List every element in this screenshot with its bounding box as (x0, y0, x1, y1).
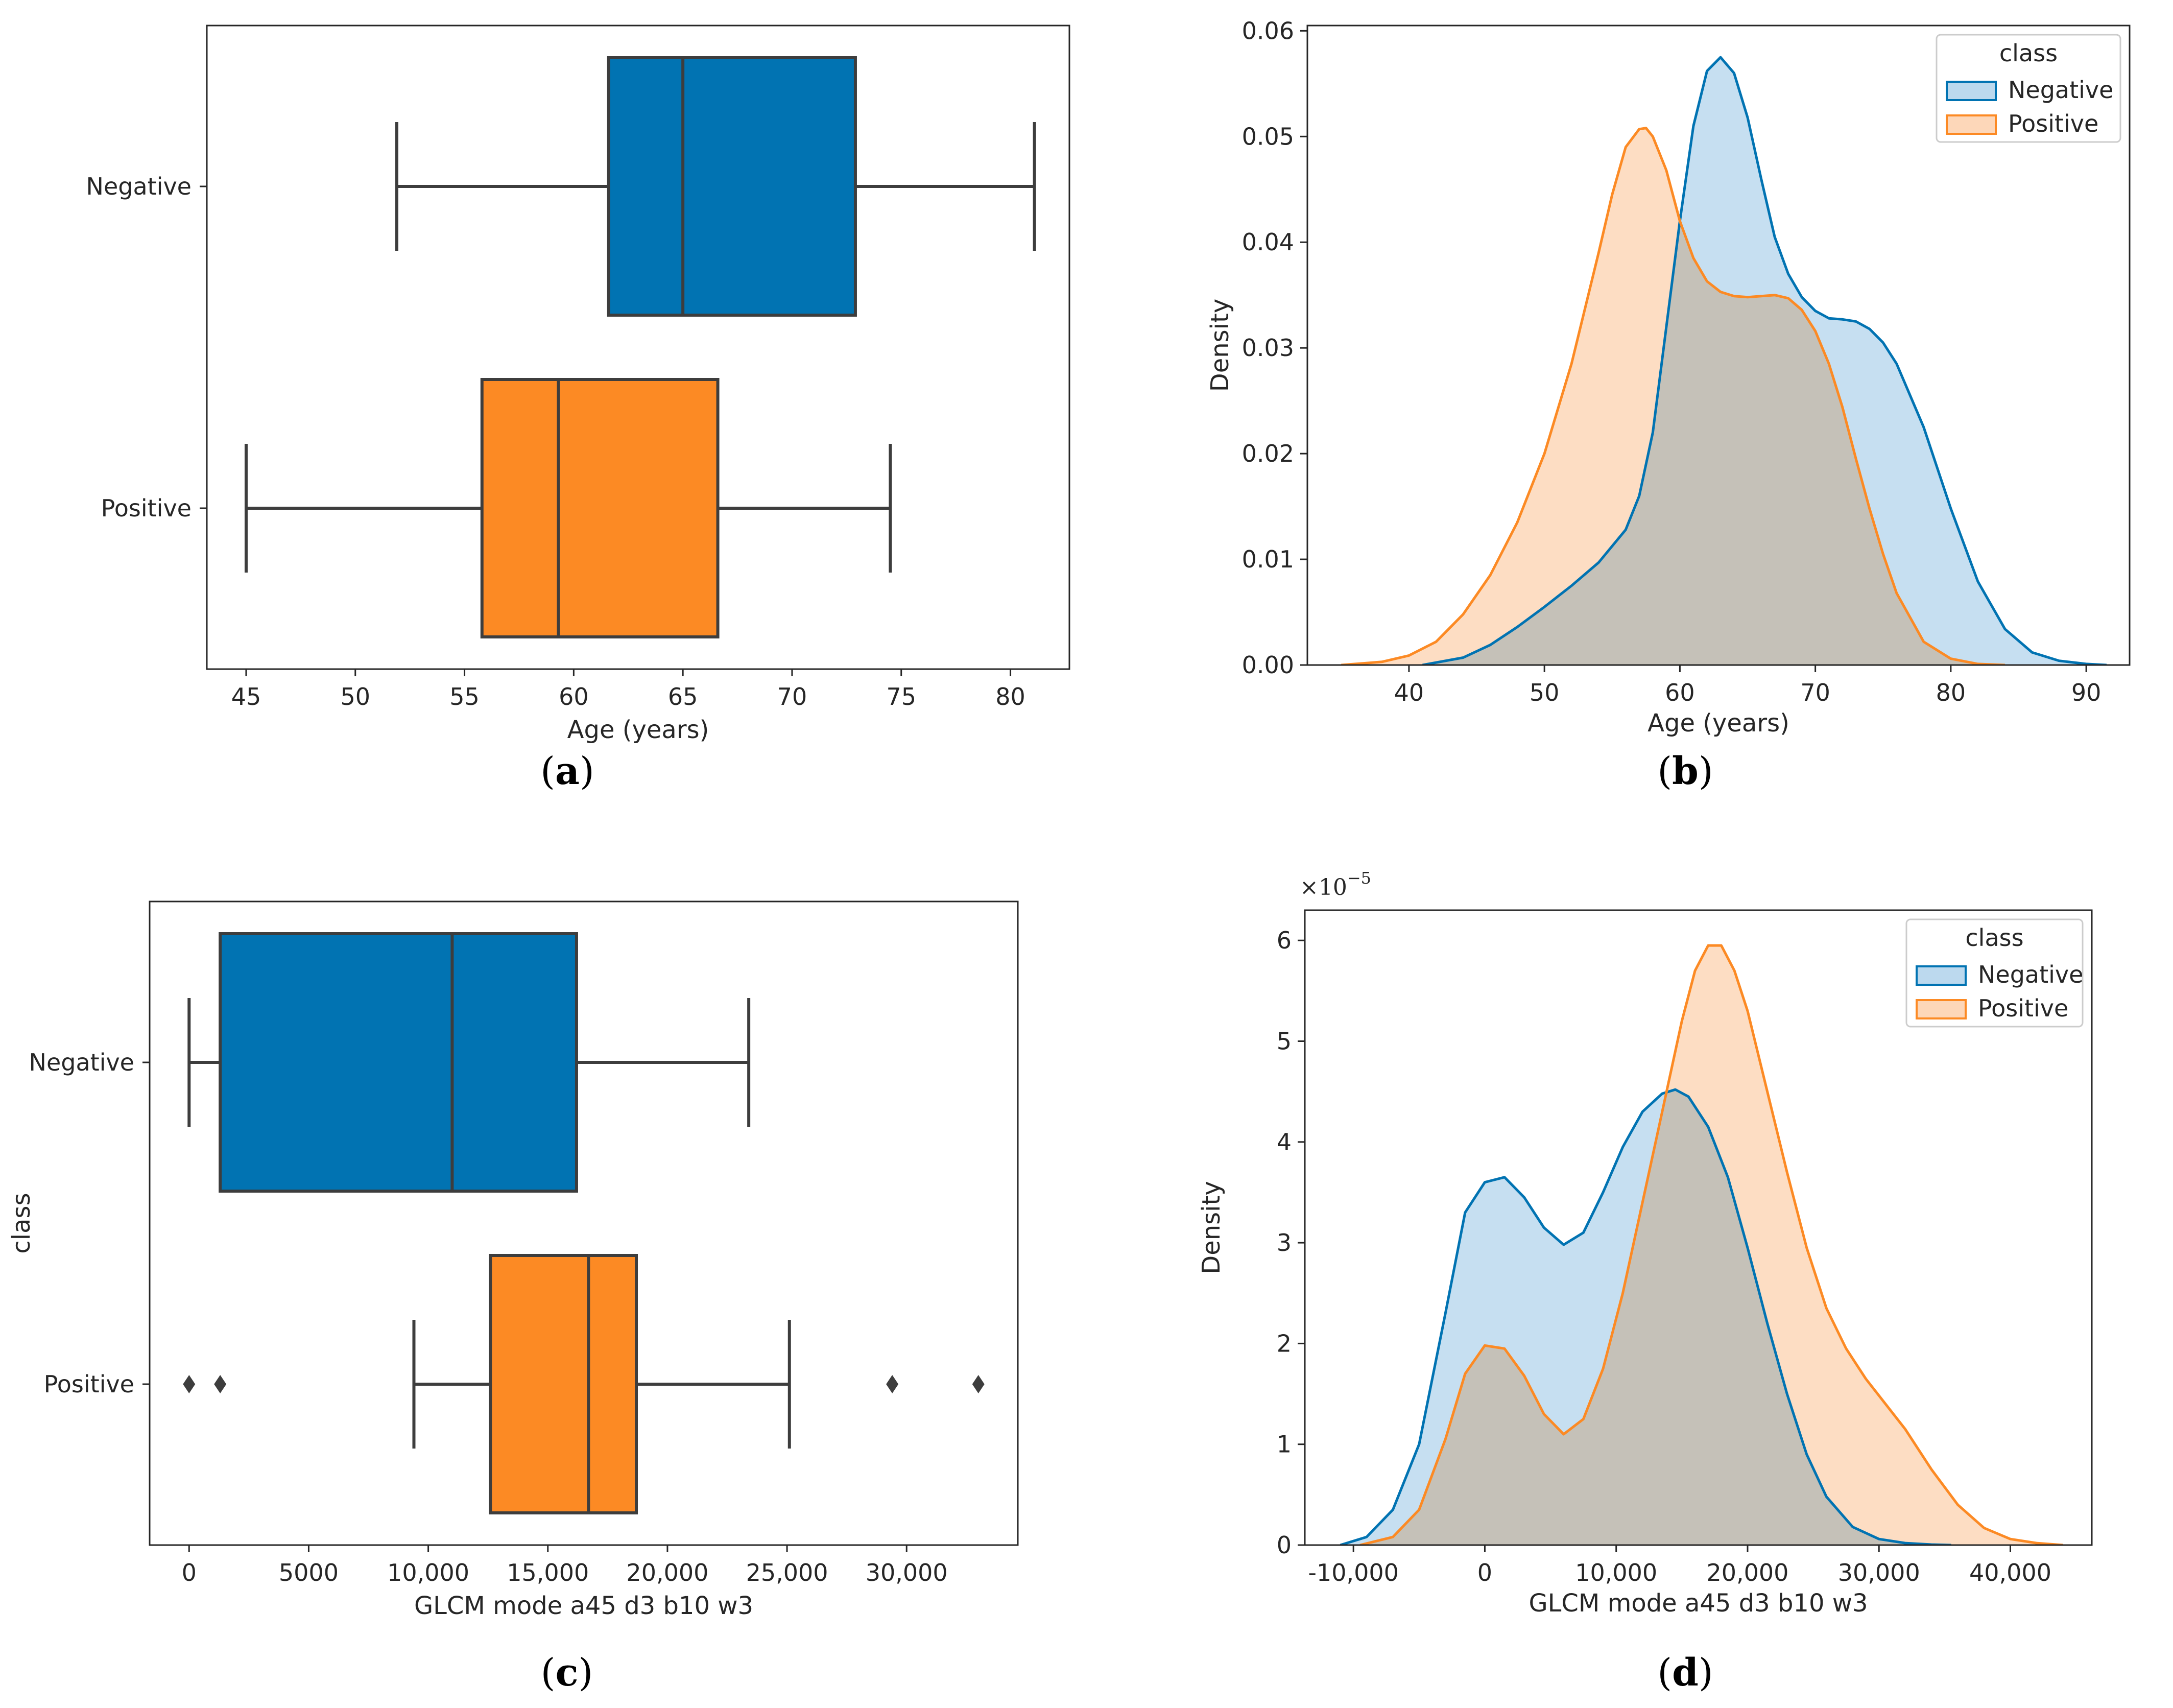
density-plot-area (1340, 944, 2063, 1545)
legend-label-negative: Negative (2008, 76, 2113, 104)
outlier-marker (214, 1375, 227, 1393)
y-axis-label: Density (1206, 299, 1234, 392)
ytick-label: 1 (1277, 1431, 1292, 1458)
density-line-negative (1340, 1088, 1951, 1545)
ytick-label: 2 (1277, 1330, 1292, 1357)
panel-label-d: (d) (1657, 1651, 1713, 1695)
density-fill-positive (1341, 128, 2005, 665)
xtick-label: 50 (1530, 679, 1560, 706)
legend-swatch-negative (1946, 81, 1997, 101)
xtick-label: 60 (1665, 679, 1695, 706)
ytick-label: 0.06 (1242, 17, 1294, 44)
xtick-label: 10,000 (387, 1559, 469, 1586)
box-iqr (480, 378, 720, 638)
outlier-marker (972, 1375, 985, 1393)
xtick-label: 20,000 (1706, 1559, 1788, 1586)
box-negative (187, 932, 751, 1193)
legend-swatch-negative (1916, 965, 1967, 986)
xtick-label: 60 (559, 683, 589, 710)
xtick-label: 0 (182, 1559, 197, 1586)
outlier-marker (886, 1375, 899, 1393)
box-iqr (607, 56, 857, 317)
box-iqr (219, 932, 578, 1193)
xtick-label: 65 (668, 683, 698, 710)
density-line-positive (1359, 944, 2063, 1545)
legend-label-positive: Positive (2008, 110, 2098, 137)
plot-frame-b (1306, 25, 2131, 666)
density-fill-positive (1360, 945, 2063, 1545)
panel-a-boxplot: Negative Positive 45 50 55 60 65 70 75 80 Age (yea… (86, 25, 1070, 793)
box-positive (183, 1254, 985, 1514)
xtick-label: 90 (2071, 679, 2102, 706)
ytick-label-negative: Negative (29, 1049, 134, 1076)
xtick-label: -10,000 (1308, 1559, 1399, 1586)
xtick-label: 75 (886, 683, 916, 710)
ytick-label-positive: Positive (44, 1370, 134, 1398)
ytick-label: 0.01 (1242, 545, 1294, 573)
xtick-label: 70 (777, 683, 807, 710)
panel-label-b: (b) (1657, 749, 1713, 793)
panel-b-density: 40 50 60 70 80 90 0.00 0.01 0.02 0.03 0.04 0.05 0.06… (1206, 17, 2131, 793)
xtick-label: 80 (995, 683, 1025, 710)
xtick-label: 10,000 (1575, 1559, 1657, 1586)
ytick-label: 3 (1277, 1229, 1292, 1256)
y-axis-label: class (7, 1193, 36, 1253)
xtick-label: 30,000 (866, 1559, 948, 1586)
ytick-label: 0.05 (1242, 123, 1294, 150)
box-negative (395, 56, 1036, 317)
ytick-label-negative: Negative (86, 173, 192, 200)
xtick-label: 30,000 (1838, 1559, 1920, 1586)
x-axis-label: Age (years) (1647, 709, 1789, 738)
xtick-label: 25,000 (746, 1559, 828, 1586)
legend: class Negative Positive (1936, 34, 2121, 143)
ytick-label: 0.03 (1242, 334, 1294, 362)
density-line-positive (1341, 127, 2005, 665)
legend-title: class (1999, 39, 2058, 67)
xtick-label: 40,000 (1969, 1559, 2051, 1586)
box-positive (244, 378, 892, 638)
panel-label-a: (a) (540, 749, 594, 793)
density-line-negative (1422, 56, 2107, 665)
legend-label-positive: Positive (1978, 994, 2068, 1022)
density-plot-area (1341, 56, 2107, 665)
y-offset-text: ×10−5 (1300, 868, 1371, 900)
x-axis-label: Age (years) (567, 716, 709, 744)
xtick-label: 50 (340, 683, 370, 710)
plot-frame-a (206, 25, 1070, 670)
ytick-label-positive: Positive (101, 494, 192, 522)
x-axis-label: GLCM mode a45 d3 b10 w3 (1529, 1589, 1868, 1618)
xtick-label: 20,000 (626, 1559, 708, 1586)
y-axis-label: Density (1197, 1181, 1226, 1274)
ytick-label: 0.02 (1242, 440, 1294, 467)
xtick-label: 15,000 (507, 1559, 589, 1586)
panel-label-c: (c) (541, 1651, 593, 1695)
xtick-label: 5000 (279, 1559, 339, 1586)
legend-swatch-positive (1946, 114, 1997, 135)
panel-d-density: -10,000 0 10,000 20,000 30,000 40,000 0 1 2 3 4 5 6 G… (1197, 868, 2093, 1695)
legend: class Negative Positive (1905, 918, 2084, 1028)
legend-title: class (1965, 924, 2023, 952)
ytick-label: 6 (1277, 927, 1292, 954)
ytick-label: 5 (1277, 1027, 1292, 1055)
plot-frame-d (1304, 909, 2093, 1546)
ytick-label: 0.00 (1242, 651, 1294, 679)
xtick-label: 80 (1936, 679, 1966, 706)
plot-frame-c (149, 900, 1019, 1546)
xtick-label: 40 (1394, 679, 1424, 706)
panel-c-boxplot: Negative Positive 0 5000 10,000 15,000 20,000 2… (7, 900, 1019, 1695)
legend-label-negative: Negative (1978, 961, 2083, 988)
ytick-label: 0 (1277, 1531, 1292, 1559)
box-iqr (489, 1254, 638, 1514)
xtick-label: 0 (1477, 1559, 1492, 1586)
xtick-label: 55 (449, 683, 480, 710)
xtick-label: 45 (231, 683, 261, 710)
ytick-label: 0.04 (1242, 228, 1294, 256)
ytick-label: 4 (1277, 1128, 1292, 1156)
outlier-marker (183, 1375, 196, 1393)
xtick-label: 70 (1800, 679, 1830, 706)
legend-swatch-positive (1916, 999, 1967, 1019)
x-axis-label: GLCM mode a45 d3 b10 w3 (414, 1592, 753, 1620)
